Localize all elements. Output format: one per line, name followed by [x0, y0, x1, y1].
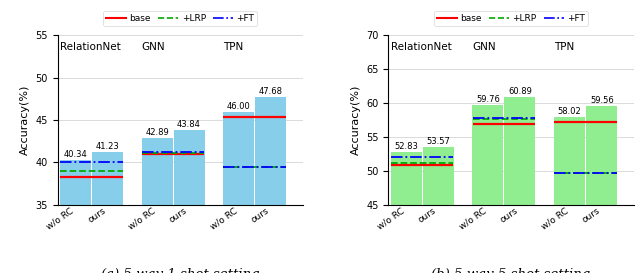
Text: 42.89: 42.89: [145, 128, 169, 137]
Text: RelationNet: RelationNet: [60, 42, 120, 52]
Title: (a) 5-way 1-shot setting: (a) 5-way 1-shot setting: [101, 268, 259, 273]
Text: 58.02: 58.02: [558, 107, 582, 116]
Bar: [255, 97, 286, 205]
Text: RelationNet: RelationNet: [391, 42, 451, 52]
Text: 46.00: 46.00: [227, 102, 251, 111]
Bar: [173, 130, 205, 205]
Text: TPN: TPN: [223, 42, 244, 52]
Legend: base, +LRP, +FT: base, +LRP, +FT: [103, 11, 257, 26]
Bar: [472, 105, 504, 205]
Text: 59.56: 59.56: [590, 96, 614, 105]
Text: GNN: GNN: [472, 42, 496, 52]
Bar: [223, 112, 254, 205]
Text: GNN: GNN: [141, 42, 165, 52]
Bar: [141, 138, 173, 205]
Text: 41.23: 41.23: [95, 142, 119, 151]
Legend: base, +LRP, +FT: base, +LRP, +FT: [434, 11, 588, 26]
Text: 47.68: 47.68: [259, 87, 283, 96]
Text: 60.89: 60.89: [508, 87, 532, 96]
Bar: [390, 152, 422, 205]
Bar: [422, 147, 454, 205]
Text: 43.84: 43.84: [177, 120, 201, 129]
Bar: [92, 152, 123, 205]
Text: 40.34: 40.34: [63, 150, 87, 159]
Bar: [586, 106, 618, 205]
Text: 52.83: 52.83: [394, 142, 418, 151]
Bar: [504, 97, 536, 205]
Text: 59.76: 59.76: [476, 95, 500, 104]
Bar: [60, 159, 91, 205]
Title: (b) 5-way 5-shot setting: (b) 5-way 5-shot setting: [431, 268, 591, 273]
Y-axis label: Accuracy(%): Accuracy(%): [351, 85, 361, 155]
Text: 53.57: 53.57: [426, 137, 450, 146]
Bar: [554, 117, 585, 205]
Y-axis label: Accuracy(%): Accuracy(%): [20, 85, 30, 155]
Text: TPN: TPN: [554, 42, 575, 52]
